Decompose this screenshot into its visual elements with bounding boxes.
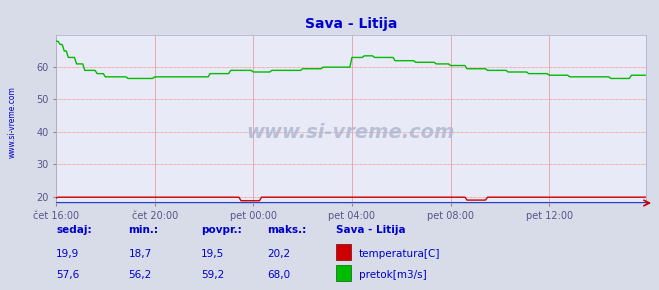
Text: 20,2: 20,2 [267,249,290,259]
Text: maks.:: maks.: [267,225,306,235]
Text: 59,2: 59,2 [201,270,224,280]
Text: pretok[m3/s]: pretok[m3/s] [359,270,427,280]
Text: sedaj:: sedaj: [56,225,92,235]
Text: 68,0: 68,0 [267,270,290,280]
Text: 57,6: 57,6 [56,270,79,280]
Text: temperatura[C]: temperatura[C] [359,249,441,259]
Text: 18,7: 18,7 [129,249,152,259]
Text: 19,9: 19,9 [56,249,79,259]
Text: www.si-vreme.com: www.si-vreme.com [8,86,17,158]
Text: 56,2: 56,2 [129,270,152,280]
Text: povpr.:: povpr.: [201,225,242,235]
Text: Sava - Litija: Sava - Litija [336,225,406,235]
Text: min.:: min.: [129,225,159,235]
Text: www.si-vreme.com: www.si-vreme.com [246,123,455,142]
Text: 19,5: 19,5 [201,249,224,259]
Title: Sava - Litija: Sava - Litija [304,17,397,31]
